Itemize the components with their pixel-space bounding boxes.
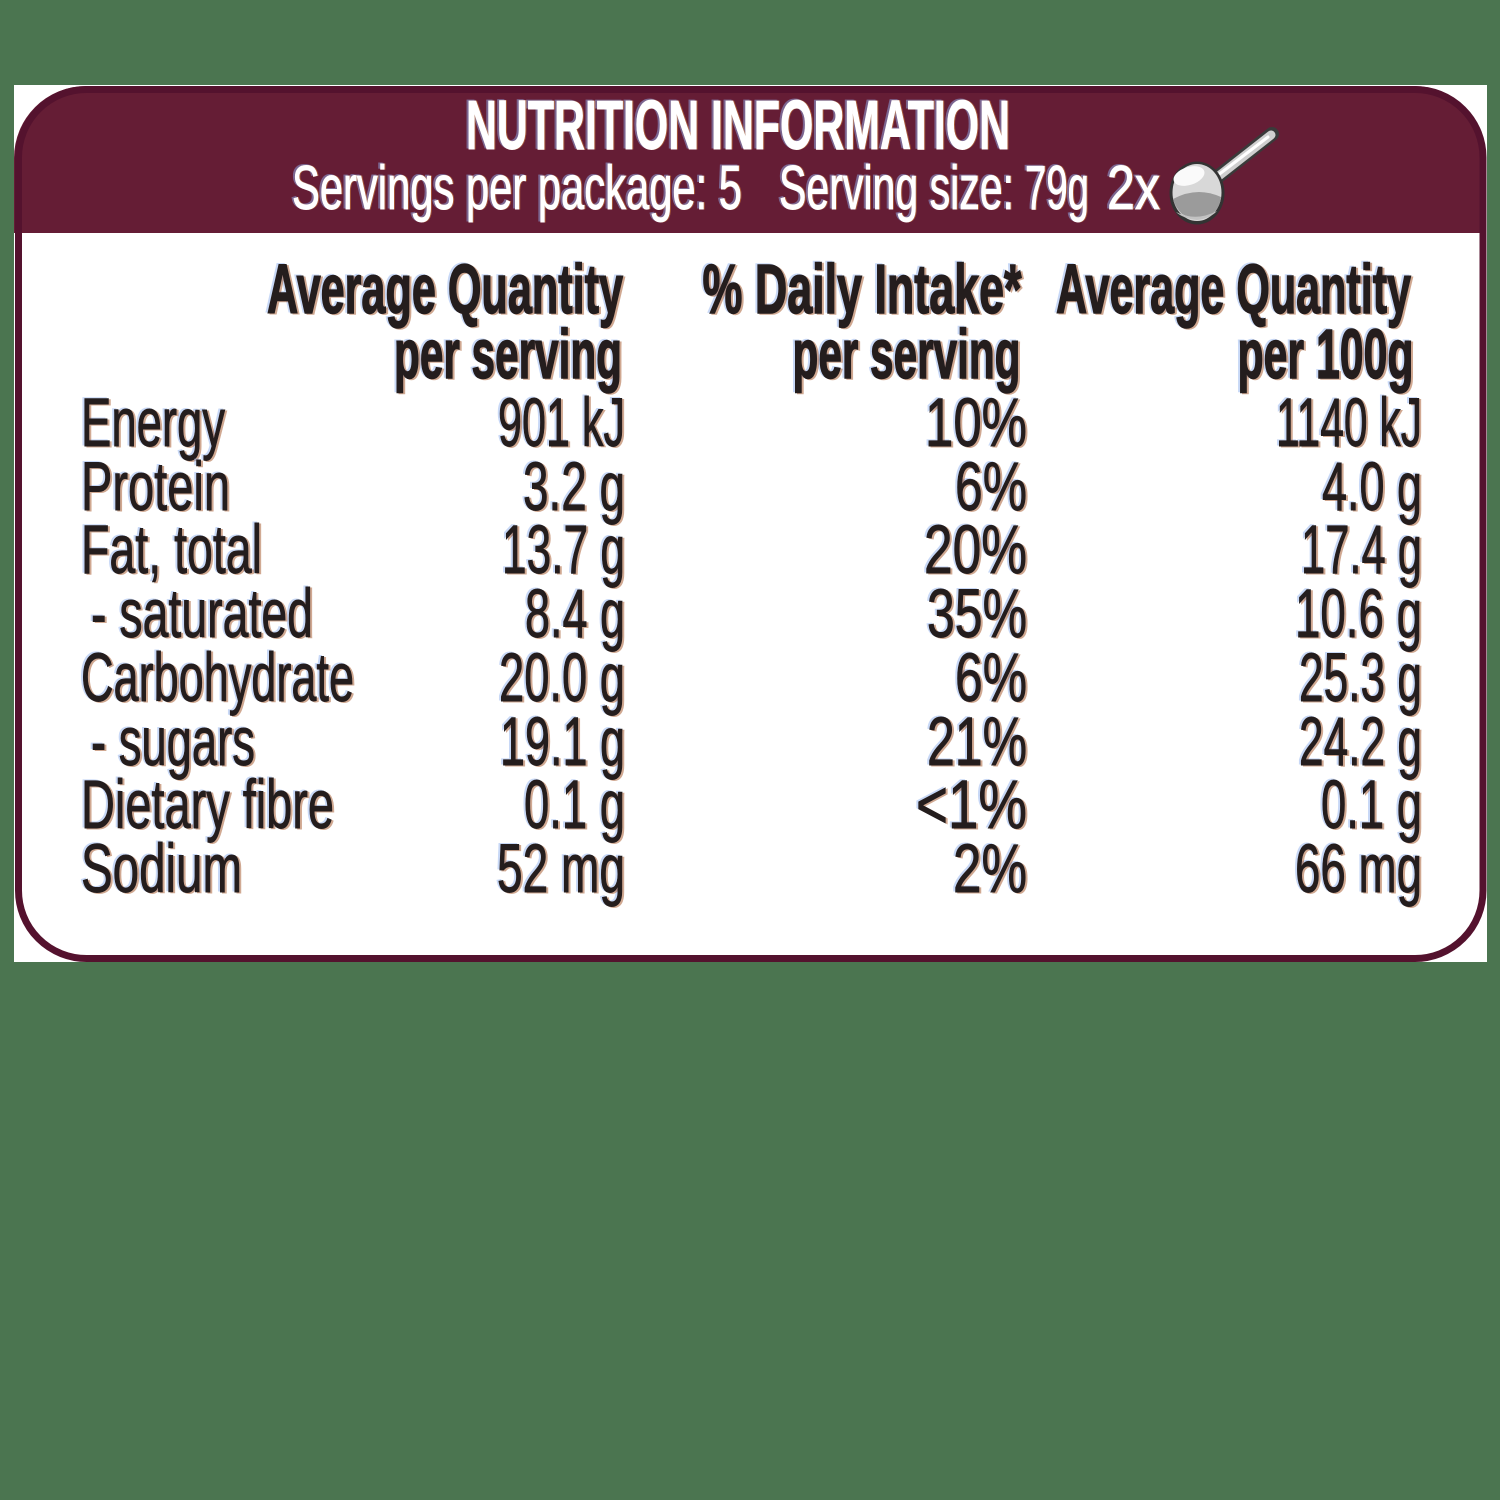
svg-text:Fat, total: Fat, total	[81, 511, 262, 588]
svg-text:Serving size:: Serving size:	[779, 154, 1014, 223]
svg-text:8.4 g: 8.4 g	[525, 575, 625, 652]
svg-text:21%: 21%	[927, 703, 1027, 780]
svg-text:0.1 g: 0.1 g	[1321, 766, 1422, 843]
svg-text:3.2 g: 3.2 g	[523, 448, 625, 525]
svg-text:10%: 10%	[925, 384, 1027, 461]
svg-text:Energy: Energy	[81, 384, 225, 461]
svg-text:20.0 g: 20.0 g	[499, 639, 625, 716]
svg-text:<1%: <1%	[916, 766, 1027, 843]
svg-text:Protein: Protein	[81, 448, 230, 525]
svg-text:20%: 20%	[924, 511, 1027, 588]
svg-text:- sugars: - sugars	[91, 703, 255, 780]
svg-text:per 100g: per 100g	[1238, 315, 1414, 393]
svg-text:10.6 g: 10.6 g	[1295, 575, 1422, 652]
svg-text:NUTRITION INFORMATION: NUTRITION INFORMATION	[466, 86, 1010, 164]
svg-text:per serving: per serving	[793, 315, 1021, 393]
svg-text:52 mg: 52 mg	[497, 830, 625, 907]
svg-text:13.7 g: 13.7 g	[502, 511, 625, 588]
svg-text:901 kJ: 901 kJ	[498, 384, 625, 461]
svg-text:0.1 g: 0.1 g	[524, 766, 625, 843]
svg-text:Servings per package: 5: Servings per package: 5	[292, 154, 742, 223]
svg-text:2x: 2x	[1107, 154, 1160, 223]
svg-text:4.0 g: 4.0 g	[1322, 448, 1422, 525]
svg-text:1140 kJ: 1140 kJ	[1276, 384, 1422, 461]
svg-text:19.1 g: 19.1 g	[500, 703, 625, 780]
svg-text:24.2 g: 24.2 g	[1299, 703, 1422, 780]
svg-text:per serving: per serving	[394, 315, 622, 393]
svg-text:Carbohydrate: Carbohydrate	[81, 639, 354, 716]
svg-text:2%: 2%	[953, 830, 1027, 907]
svg-text:Average Quantity: Average Quantity	[1056, 250, 1411, 328]
svg-text:35%: 35%	[927, 575, 1027, 652]
svg-text:66 mg: 66 mg	[1295, 830, 1422, 907]
svg-text:Average Quantity: Average Quantity	[267, 250, 623, 328]
svg-text:79g: 79g	[1025, 154, 1089, 223]
svg-text:- saturated: - saturated	[91, 575, 313, 652]
svg-text:Dietary fibre: Dietary fibre	[81, 766, 334, 843]
svg-text:25.3 g: 25.3 g	[1299, 639, 1422, 716]
svg-text:% Daily Intake*: % Daily Intake*	[703, 250, 1022, 328]
svg-text:Sodium: Sodium	[81, 830, 242, 907]
svg-text:6%: 6%	[955, 639, 1027, 716]
svg-text:17.4 g: 17.4 g	[1301, 511, 1422, 588]
svg-text:6%: 6%	[955, 448, 1027, 525]
